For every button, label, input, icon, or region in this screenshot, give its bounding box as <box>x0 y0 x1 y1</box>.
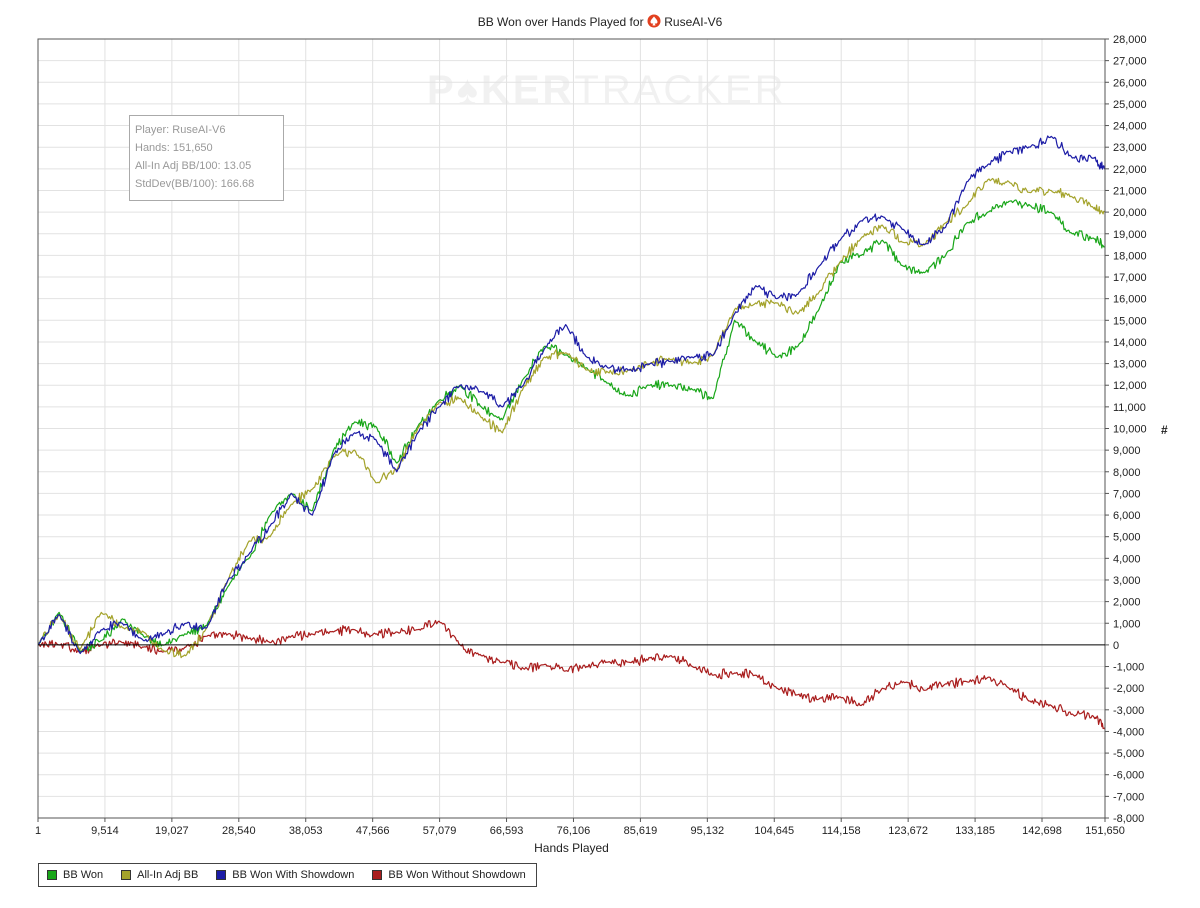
y-tick-label: 4,000 <box>1113 553 1141 565</box>
stats-player: Player: RuseAI-V6 <box>135 124 226 136</box>
y-tick-label: 28,000 <box>1113 34 1147 46</box>
y-tick-label: 20,000 <box>1113 207 1147 219</box>
y-tick-label: 26,000 <box>1113 77 1147 89</box>
y-tick-label: 6,000 <box>1113 510 1141 522</box>
x-tick-label: 19,027 <box>155 825 189 837</box>
y-tick-label: 22,000 <box>1113 164 1147 176</box>
x-tick-label: 38,053 <box>289 825 323 837</box>
x-tick-label: 76,106 <box>557 825 591 837</box>
chart-title: BB Won over Hands Played for RuseAI-V6 <box>0 14 1200 29</box>
legend-item: BB Won <box>39 864 113 886</box>
y-tick-label: 16,000 <box>1113 294 1147 306</box>
legend-label: All-In Adj BB <box>137 869 199 881</box>
chart-grid <box>37 38 1106 819</box>
x-tick-label: 123,672 <box>888 825 928 837</box>
y-tick-label: 12,000 <box>1113 380 1147 392</box>
series-line-bb-won <box>37 199 1106 652</box>
watermark-text: P♠KERTRACKER <box>427 68 787 112</box>
y-tick-label: 17,000 <box>1113 272 1147 284</box>
legend-swatch <box>47 870 57 880</box>
y-tick-label: 2,000 <box>1113 597 1141 609</box>
x-tick-label: 151,650 <box>1085 825 1125 837</box>
y-tick-label: 21,000 <box>1113 185 1147 197</box>
x-tick-label: 104,645 <box>754 825 794 837</box>
legend-label: BB Won <box>63 869 104 881</box>
chart-legend: BB Won All-In Adj BB BB Won With Showdown B… <box>38 863 537 887</box>
x-tick-label: 1 <box>35 825 41 837</box>
x-tick-label: 47,566 <box>356 825 390 837</box>
series-line-all-in-adj-bb <box>37 177 1106 659</box>
y-tick-label: -2,000 <box>1113 683 1144 695</box>
y-tick-label: 15,000 <box>1113 315 1147 327</box>
x-axis-label: Hands Played <box>534 841 609 855</box>
poker-tracker-watermark: P♠KERTRACKER <box>427 68 787 112</box>
y-tick-label: 14,000 <box>1113 337 1147 349</box>
watermark-part-1: P <box>427 68 457 112</box>
y-tick-label: 18,000 <box>1113 250 1147 262</box>
y-tick-label: 3,000 <box>1113 575 1141 587</box>
poker-spade-icon <box>647 14 661 28</box>
series-line-bb-won-with-showdown <box>37 135 1105 655</box>
y-tick-label: -5,000 <box>1113 748 1144 760</box>
y-tick-label: 25,000 <box>1113 99 1147 111</box>
x-tick-label: 133,185 <box>955 825 995 837</box>
stats-stddev: StdDev(BB/100): 166.68 <box>135 178 255 190</box>
x-tick-label: 57,079 <box>423 825 457 837</box>
x-tick-label: 66,593 <box>490 825 524 837</box>
y-tick-label: 5,000 <box>1113 532 1141 544</box>
y-tick-label: 24,000 <box>1113 121 1147 133</box>
y-tick-label: 0 <box>1113 640 1119 652</box>
stats-hands: Hands: 151,650 <box>135 142 213 154</box>
chart-title-player: RuseAI-V6 <box>664 15 723 29</box>
y-axis-unit: # <box>1161 423 1168 437</box>
legend-swatch <box>121 870 132 880</box>
legend-label: BB Won Without Showdown <box>388 869 526 881</box>
legend-item: BB Won With Showdown <box>208 864 364 886</box>
x-tick-label: 85,619 <box>624 825 658 837</box>
y-tick-label: 7,000 <box>1113 488 1141 500</box>
legend-item: BB Won Without Showdown <box>364 864 535 886</box>
x-tick-label: 28,540 <box>222 825 256 837</box>
y-tick-label: -6,000 <box>1113 770 1144 782</box>
y-tick-label: -7,000 <box>1113 791 1144 803</box>
chart-title-prefix: BB Won over Hands Played for <box>477 15 644 29</box>
legend-swatch <box>216 870 227 880</box>
chart-axes: -8,000 -7,000 -6,000 -5,000 -4,000 -3,000 -2,0… <box>35 34 1168 855</box>
y-tick-label: -8,000 <box>1113 813 1144 825</box>
y-tick-label: -3,000 <box>1113 705 1144 717</box>
chart-series <box>37 135 1106 730</box>
y-tick-label: 19,000 <box>1113 229 1147 241</box>
y-tick-label: 9,000 <box>1113 445 1141 457</box>
x-tick-label: 142,698 <box>1022 825 1062 837</box>
stats-allin-adj: All-In Adj BB/100: 13.05 <box>135 160 252 172</box>
player-stats-box: Player: RuseAI-V6 Hands: 151,650 All-In … <box>129 115 284 201</box>
x-tick-label: 9,514 <box>91 825 119 837</box>
y-tick-label: 8,000 <box>1113 467 1141 479</box>
legend-item: All-In Adj BB <box>113 864 208 886</box>
y-tick-label: -1,000 <box>1113 662 1144 674</box>
y-tick-label: 27,000 <box>1113 56 1147 68</box>
y-tick-label: 1,000 <box>1113 618 1141 630</box>
y-tick-label: 10,000 <box>1113 424 1147 436</box>
series-line-bb-won-without-showdown <box>37 619 1106 730</box>
y-tick-label: 23,000 <box>1113 142 1147 154</box>
legend-swatch <box>372 870 383 880</box>
legend-label: BB Won With Showdown <box>232 869 355 881</box>
x-tick-label: 114,158 <box>822 825 861 837</box>
watermark-part-2: ♠KER <box>457 68 575 112</box>
watermark-part-3: TRACKER <box>574 68 786 112</box>
y-tick-label: 13,000 <box>1113 359 1147 371</box>
x-tick-label: 95,132 <box>691 825 725 837</box>
y-tick-label: -4,000 <box>1113 726 1144 738</box>
y-tick-label: 11,000 <box>1113 402 1146 414</box>
